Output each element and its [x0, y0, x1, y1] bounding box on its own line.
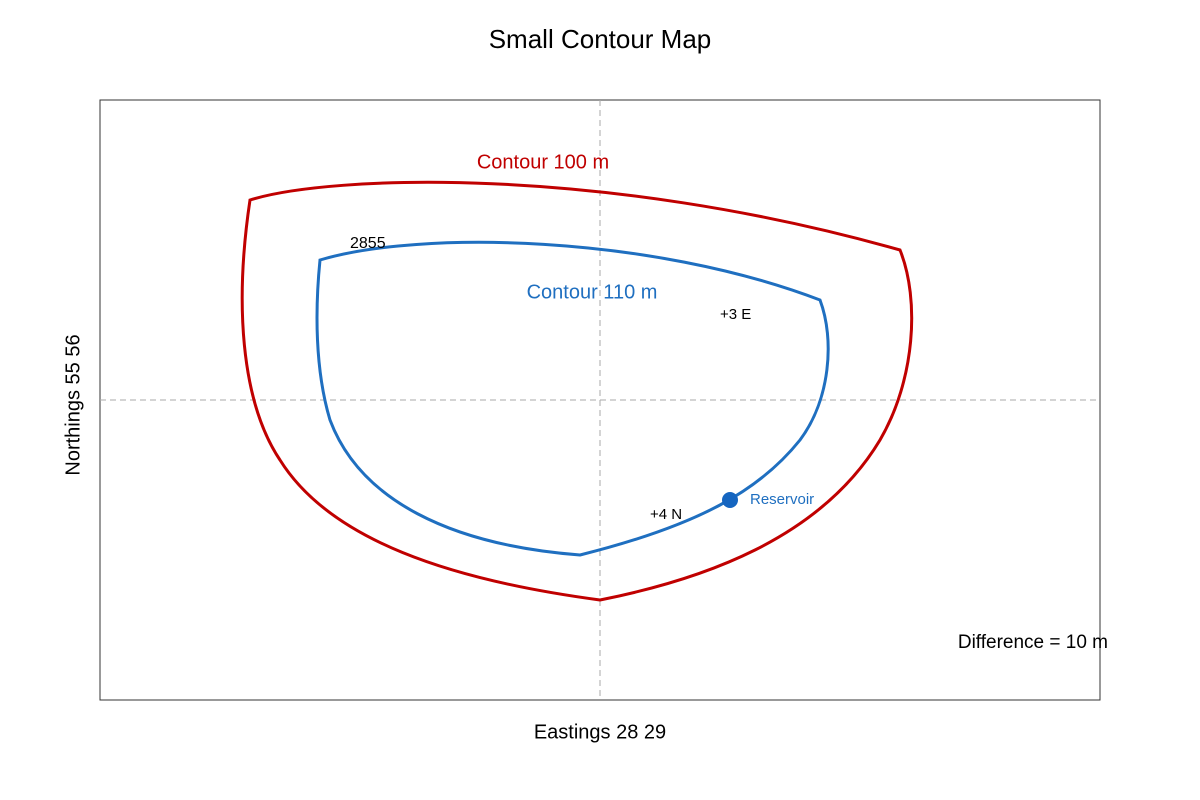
- map-title: Small Contour Map: [489, 24, 712, 54]
- y-axis-label: Northings 55 56: [62, 334, 84, 475]
- difference-note: Difference = 10 m: [958, 632, 1108, 653]
- offset-label: +3 E: [720, 306, 751, 323]
- contour-line: [315, 240, 830, 557]
- contour-line: [240, 180, 914, 602]
- contour-label: Contour 110 m: [527, 281, 658, 303]
- grid-reference: 2855: [350, 235, 386, 252]
- offset-label: +4 N: [650, 506, 682, 523]
- contour-label: Contour 100 m: [477, 151, 609, 173]
- x-axis-label: Eastings 28 29: [534, 721, 666, 743]
- reservoir-point: [722, 492, 738, 508]
- point-label: Reservoir: [750, 491, 814, 508]
